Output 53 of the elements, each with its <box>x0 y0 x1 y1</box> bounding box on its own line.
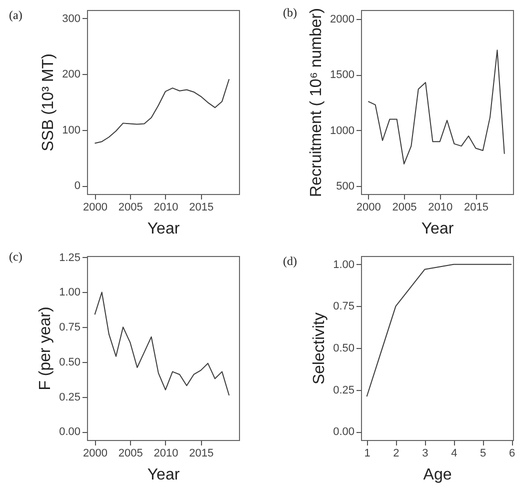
x-axis-title: Year <box>147 220 180 238</box>
x-tick-label: 1 <box>364 448 370 460</box>
x-tick-label: 5 <box>480 448 486 460</box>
x-tick-label: 6 <box>508 448 516 460</box>
line-series <box>366 264 512 398</box>
x-tick-label: 2010 <box>154 202 178 214</box>
x-axis-title: Year <box>147 466 180 484</box>
y-tick-label: 0.50 <box>59 356 80 368</box>
y-tick-label: 1500 <box>330 69 354 82</box>
x-tick-label: 2005 <box>392 202 417 214</box>
y-tick-label: 1.25 <box>59 252 80 264</box>
chart-title: (c) <box>9 249 22 264</box>
y-axis-title: Recruitment ( 10⁶ number) <box>308 8 326 197</box>
x-tick-label: 2005 <box>118 448 143 460</box>
y-tick-label: 0 <box>74 180 80 192</box>
y-axis-title: Selectivity <box>311 312 328 385</box>
y-axis-title: SSB (10³ MT) <box>40 54 58 152</box>
y-tick-label: 0.00 <box>59 426 80 438</box>
line-series <box>94 78 230 144</box>
y-tick-label: 0.00 <box>333 426 354 438</box>
x-tick-label: 2015 <box>464 202 488 214</box>
x-tick-label: 2005 <box>118 202 143 214</box>
x-tick-label: 2 <box>393 448 400 460</box>
y-tick-label: 1000 <box>330 124 354 137</box>
y-tick-label: 500 <box>336 180 354 193</box>
x-tick-label: 2015 <box>189 202 214 214</box>
y-tick-label: 200 <box>62 68 80 81</box>
x-tick-label: 2015 <box>189 448 214 460</box>
y-tick-label: 0.25 <box>333 384 354 396</box>
chart-title: (d) <box>283 254 297 268</box>
x-tick-label: 4 <box>451 448 458 460</box>
x-tick-label: 2000 <box>83 448 108 460</box>
y-tick-label: 0.75 <box>59 322 80 334</box>
y-tick-label: 1.00 <box>59 286 80 299</box>
x-axis-title: Year <box>421 220 454 238</box>
x-tick-label: 3 <box>422 448 428 460</box>
x-tick-label: 2010 <box>428 202 453 214</box>
line-series <box>368 50 505 164</box>
chart-title: (a) <box>9 8 22 22</box>
x-tick-label: 2000 <box>356 202 381 214</box>
y-tick-label: 2000 <box>330 13 354 26</box>
y-axis-title: F (per year) <box>37 306 54 390</box>
y-tick-label: 1.00 <box>333 258 354 271</box>
x-axis-title: Age <box>423 466 452 484</box>
x-tick-label: 2010 <box>154 448 178 460</box>
y-tick-label: 0.25 <box>59 391 80 404</box>
x-tick-label: 2000 <box>83 202 108 214</box>
y-tick-label: 0.50 <box>333 342 354 354</box>
y-tick-label: 100 <box>62 124 80 136</box>
y-tick-label: 300 <box>62 12 80 25</box>
line-series <box>94 292 230 396</box>
chart-title: (b) <box>283 6 297 20</box>
y-tick-label: 0.75 <box>333 300 354 313</box>
